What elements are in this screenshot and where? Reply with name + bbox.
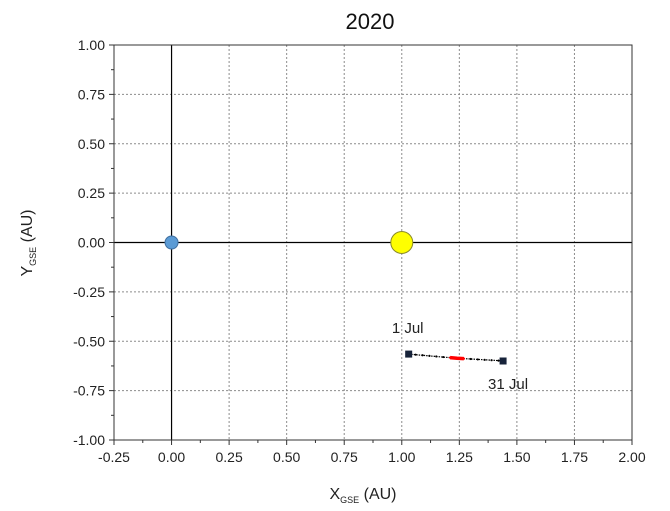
- trajectory-point: [483, 358, 486, 361]
- trajectory-point: [428, 354, 431, 357]
- trajectory-point: [421, 354, 424, 357]
- zero-lines: [114, 45, 632, 440]
- trajectory-point: [490, 359, 493, 362]
- x-tick-label: 0.75: [331, 449, 358, 465]
- x-tick-label: -0.25: [98, 449, 130, 465]
- y-axis-title-unit: (AU): [19, 209, 36, 246]
- trajectory-point: [462, 357, 466, 360]
- y-tick-label: 0.50: [78, 136, 105, 152]
- trajectory-point: [476, 358, 479, 361]
- x-axis-title-sub: GSE: [340, 495, 359, 505]
- trajectory-point: [469, 357, 472, 361]
- end-date-label: 31 Jul: [488, 376, 528, 393]
- trajectory-point: [414, 353, 417, 356]
- chart-title: 2020: [346, 9, 395, 34]
- x-axis-title-main: X: [329, 486, 340, 503]
- x-tick-label: 0.50: [273, 449, 300, 465]
- trajectory-point: [449, 356, 452, 359]
- y-axis-title: YGSE (AU): [19, 209, 38, 276]
- trajectory-point: [442, 355, 445, 359]
- x-tick-label: 1.00: [388, 449, 415, 465]
- trajectory-series: [405, 350, 507, 365]
- x-tick-label: 1.50: [503, 449, 530, 465]
- sun-marker: [390, 231, 414, 254]
- trajectory-point: [435, 355, 438, 358]
- x-tick-label: 0.00: [158, 449, 185, 465]
- tick-marks: [109, 44, 633, 445]
- start-date-label: 1 Jul: [392, 320, 424, 337]
- y-tick-label: -1.00: [73, 432, 105, 448]
- x-axis-title-unit: (AU): [359, 486, 396, 503]
- y-tick-label: -0.25: [73, 284, 105, 300]
- x-tick-label: 1.75: [561, 449, 588, 465]
- y-tick-label: 0.25: [78, 185, 105, 201]
- x-tick-label: 1.25: [446, 449, 473, 465]
- x-axis-title: XGSE (AU): [329, 486, 396, 505]
- trajectory-point: [497, 359, 500, 362]
- y-tick-label: 0.75: [78, 86, 105, 102]
- y-tick-labels: -1.00 -0.75 -0.50 -0.25 0.00 0.25 0.50 0.75 1.00: [73, 37, 105, 448]
- x-tick-labels: -0.25 0.00 0.25 0.50 0.75 1.00 1.25 1.50 1.75 2.0…: [98, 449, 646, 465]
- y-tick-label: -0.75: [73, 383, 105, 399]
- y-tick-label: 0.00: [78, 235, 105, 251]
- bodies: [164, 231, 414, 254]
- end-marker: [499, 357, 507, 365]
- x-tick-label: 2.00: [618, 449, 645, 465]
- start-marker: [405, 350, 413, 358]
- y-axis-title-sub: GSE: [28, 247, 38, 266]
- y-tick-label: -0.50: [73, 333, 105, 349]
- y-axis-title-main: Y: [19, 266, 36, 277]
- x-tick-label: 0.25: [215, 449, 242, 465]
- y-tick-label: 1.00: [78, 37, 105, 53]
- trajectory-point: [455, 357, 459, 360]
- earth-marker: [164, 235, 179, 250]
